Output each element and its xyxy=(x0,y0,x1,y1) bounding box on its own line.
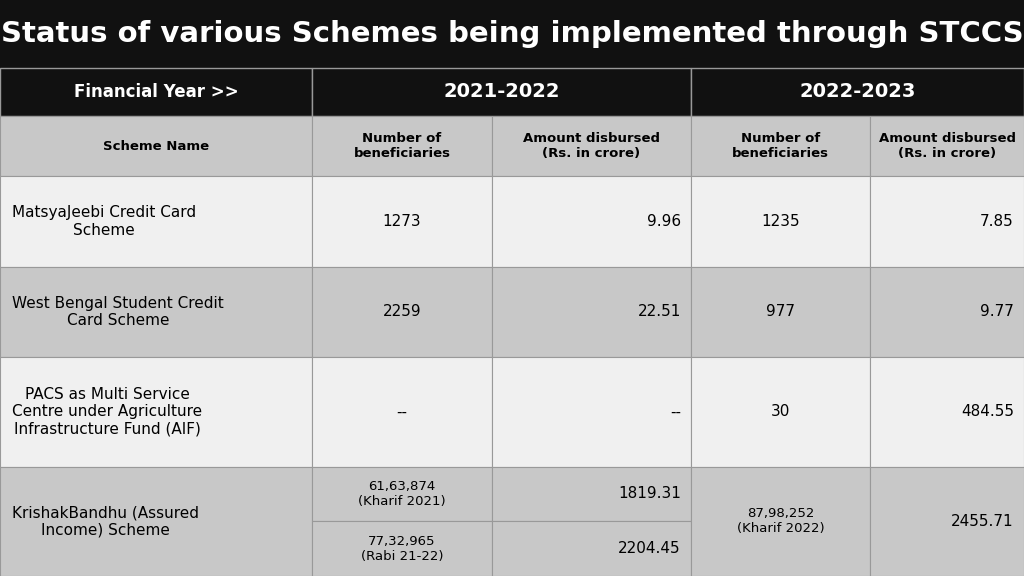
Bar xyxy=(312,357,492,467)
Text: Amount disbursed
(Rs. in crore): Amount disbursed (Rs. in crore) xyxy=(523,132,659,160)
Text: 977: 977 xyxy=(766,304,796,320)
Text: 2021-2022: 2021-2022 xyxy=(443,82,560,101)
Bar xyxy=(691,116,870,176)
Bar xyxy=(0,467,312,576)
Bar xyxy=(870,176,1024,267)
Bar xyxy=(691,176,870,267)
Bar xyxy=(0,176,312,267)
Text: 30: 30 xyxy=(771,404,791,419)
Bar xyxy=(312,68,691,116)
Bar xyxy=(492,116,691,176)
Text: 77,32,965
(Rabi 21-22): 77,32,965 (Rabi 21-22) xyxy=(360,535,443,563)
Text: 1819.31: 1819.31 xyxy=(618,486,681,502)
Text: West Bengal Student Credit
Card Scheme: West Bengal Student Credit Card Scheme xyxy=(12,295,224,328)
Bar xyxy=(492,176,691,267)
Text: 1273: 1273 xyxy=(383,214,421,229)
Text: Scheme Name: Scheme Name xyxy=(103,139,209,153)
Bar xyxy=(870,467,1024,576)
Text: 2259: 2259 xyxy=(383,304,421,320)
Text: Financial Year >>: Financial Year >> xyxy=(74,83,239,101)
Bar xyxy=(492,357,691,467)
Text: 7.85: 7.85 xyxy=(980,214,1014,229)
Bar xyxy=(312,521,492,576)
Bar xyxy=(492,521,691,576)
Text: 484.55: 484.55 xyxy=(961,404,1014,419)
Text: 87,98,252
(Kharif 2022): 87,98,252 (Kharif 2022) xyxy=(737,507,824,535)
Text: 9.77: 9.77 xyxy=(980,304,1014,320)
Bar xyxy=(870,357,1024,467)
Text: PACS as Multi Service
Centre under Agriculture
Infrastructure Fund (AIF): PACS as Multi Service Centre under Agric… xyxy=(12,387,203,437)
Bar xyxy=(0,267,312,357)
Bar xyxy=(492,267,691,357)
Text: Amount disbursed
(Rs. in crore): Amount disbursed (Rs. in crore) xyxy=(879,132,1016,160)
Bar xyxy=(0,116,312,176)
Bar xyxy=(312,116,492,176)
Text: MatsyaJeebi Credit Card
Scheme: MatsyaJeebi Credit Card Scheme xyxy=(12,205,197,238)
Text: 61,63,874
(Kharif 2021): 61,63,874 (Kharif 2021) xyxy=(358,480,445,508)
Text: 9.96: 9.96 xyxy=(647,214,681,229)
Bar xyxy=(0,68,312,116)
Bar xyxy=(0,357,312,467)
Bar xyxy=(691,467,870,576)
Text: --: -- xyxy=(396,404,408,419)
Bar xyxy=(691,267,870,357)
Bar xyxy=(492,467,691,521)
Text: --: -- xyxy=(670,404,681,419)
Text: 22.51: 22.51 xyxy=(638,304,681,320)
Bar xyxy=(312,176,492,267)
Bar xyxy=(0,0,1024,68)
Bar xyxy=(870,267,1024,357)
Bar xyxy=(312,267,492,357)
Text: Status of various Schemes being implemented through STCCS: Status of various Schemes being implemen… xyxy=(1,20,1023,48)
Text: 2455.71: 2455.71 xyxy=(951,514,1014,529)
Text: Number of
beneficiaries: Number of beneficiaries xyxy=(732,132,829,160)
Text: 2022-2023: 2022-2023 xyxy=(800,82,915,101)
Bar xyxy=(691,357,870,467)
Text: 1235: 1235 xyxy=(762,214,800,229)
Text: KrishakBandhu (Assured
Income) Scheme: KrishakBandhu (Assured Income) Scheme xyxy=(12,505,200,537)
Bar xyxy=(870,116,1024,176)
Bar xyxy=(691,68,1024,116)
Text: Number of
beneficiaries: Number of beneficiaries xyxy=(353,132,451,160)
Bar xyxy=(312,467,492,521)
Text: 2204.45: 2204.45 xyxy=(618,541,681,556)
